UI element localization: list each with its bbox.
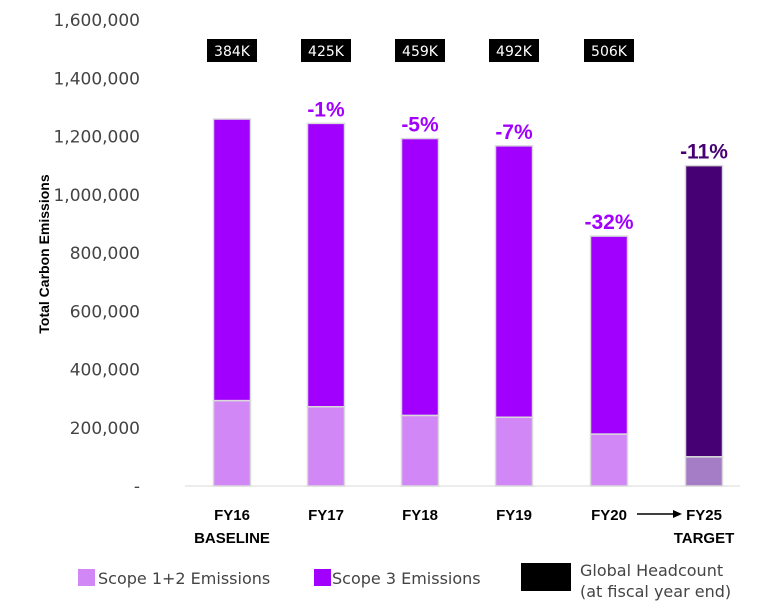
category-label: FY16 (214, 507, 250, 524)
category-sublabel: TARGET (674, 530, 735, 547)
category-label: FY25 (686, 507, 722, 524)
bar-scope3 (212, 118, 252, 402)
headcount-box (207, 39, 257, 62)
category-label: FY18 (402, 507, 438, 524)
headcount-label: 506K (591, 44, 628, 60)
y-tick-label: 600,000 (70, 302, 140, 322)
bars (212, 118, 724, 487)
y-tick-label: 1,000,000 (53, 186, 140, 206)
bar-scope12 (400, 414, 440, 487)
percent-change-label: -11% (680, 141, 728, 164)
bar-scope3 (494, 145, 534, 419)
bar-scope3 (400, 137, 440, 417)
bar-scope12 (589, 433, 629, 487)
legend-swatch-scope12 (78, 569, 95, 586)
y-tick-label: 200,000 (70, 419, 140, 439)
headcount-box (584, 39, 634, 62)
y-axis-title: Total Carbon Emissions (36, 174, 52, 333)
headcount-label: 492K (496, 44, 533, 60)
bar-scope3 (684, 164, 724, 458)
y-tick-label: 1,600,000 (53, 11, 140, 31)
y-tick-label: 400,000 (70, 361, 140, 381)
y-tick-label: 1,200,000 (53, 128, 140, 148)
y-tick-label: - (134, 477, 140, 497)
x-axis-categories: FY16 BASELINE FY17 FY18 FY19 FY20 FY25 TARGET (194, 507, 734, 547)
bar-scope12 (212, 399, 252, 487)
legend-label-headcount-sub: (at fiscal year end) (580, 582, 731, 601)
legend-label-scope12: Scope 1+2 Emissions (98, 569, 270, 588)
headcount-box (301, 39, 351, 62)
percent-change-label: -32% (584, 211, 633, 234)
bar-scope12 (494, 416, 534, 487)
y-tick-label: 1,400,000 (53, 69, 140, 89)
legend-label-scope3: Scope 3 Emissions (332, 569, 481, 588)
headcount-label: 425K (308, 44, 345, 60)
legend-swatch-scope3 (314, 569, 331, 586)
legend-swatch-headcount (521, 563, 571, 591)
category-label: FY19 (496, 507, 532, 524)
percent-change-label: -5% (401, 114, 439, 137)
headcount-labels: 384K 425K 459K 492K 506K (207, 39, 634, 62)
bar-scope3 (306, 122, 346, 408)
y-tick-label: 800,000 (70, 244, 140, 264)
bar-scope3 (589, 235, 629, 435)
headcount-label: 384K (214, 44, 251, 60)
bar-scope12 (684, 456, 724, 487)
arrow-head-icon (673, 510, 682, 518)
bar-scope12 (306, 406, 346, 487)
fy20-to-fy25-arrow (637, 510, 682, 518)
percent-change-label: -1% (307, 98, 345, 121)
legend-label-headcount: Global Headcount (580, 561, 723, 580)
category-label: FY17 (308, 507, 344, 524)
headcount-box (489, 39, 539, 62)
headcount-box (395, 39, 445, 62)
percent-change-labels: -1% -5% -7% -32% -11% (307, 98, 728, 234)
percent-change-label: -7% (495, 121, 533, 144)
legend: Scope 1+2 Emissions Scope 3 Emissions Glob… (78, 561, 731, 601)
category-label: FY20 (591, 507, 627, 524)
category-sublabel: BASELINE (194, 530, 270, 547)
y-axis: - 200,000 400,000 600,000 800,000 1,000,000 1,… (53, 11, 140, 497)
headcount-label: 459K (402, 44, 439, 60)
